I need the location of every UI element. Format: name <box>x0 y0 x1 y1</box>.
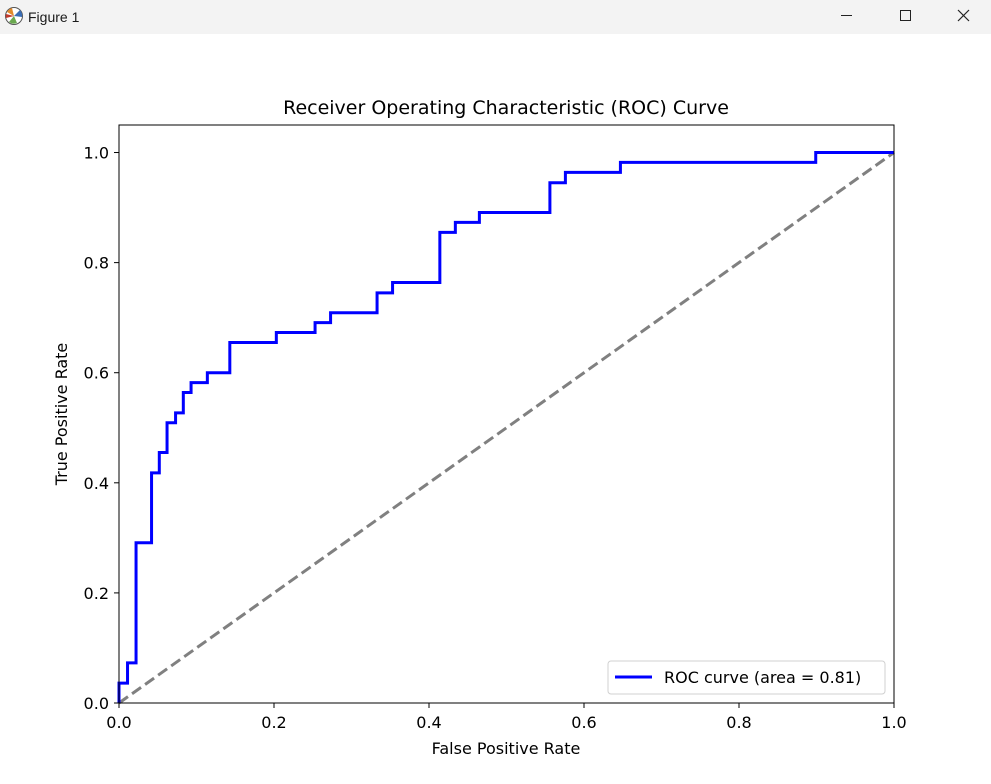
minimize-icon <box>841 15 852 16</box>
title-bar: Figure 1 <box>0 0 991 34</box>
y-axis-label: True Positive Rate <box>52 343 71 487</box>
x-tick-label: 0.6 <box>571 713 596 732</box>
x-tick-label: 0.0 <box>106 713 131 732</box>
ticks-layer: 0.0 0.2 0.4 0.6 0.8 1.0 0.0 0.2 0.4 0.6 0.8 1.0 <box>84 144 907 732</box>
maximize-button[interactable] <box>876 0 934 34</box>
figure-canvas: Receiver Operating Characteristic (ROC) … <box>0 34 991 780</box>
chance-diagonal-line <box>118 151 895 705</box>
legend-label: ROC curve (area = 0.81) <box>664 668 861 687</box>
y-tick-label: 0.0 <box>84 694 109 713</box>
roc-chart: Receiver Operating Characteristic (ROC) … <box>52 97 907 758</box>
y-tick-label: 0.2 <box>84 584 109 603</box>
window-title: Figure 1 <box>28 9 80 25</box>
plot-frame <box>118 124 895 704</box>
x-axis-label: False Positive Rate <box>432 739 581 758</box>
x-tick-label: 0.4 <box>416 713 441 732</box>
y-tick-label: 1.0 <box>84 144 109 163</box>
minimize-button[interactable] <box>818 0 876 34</box>
close-icon <box>957 9 970 22</box>
y-tick-label: 0.8 <box>84 254 109 273</box>
close-button[interactable] <box>934 0 991 34</box>
chart-title: Receiver Operating Characteristic (ROC) … <box>283 97 729 119</box>
series-layer <box>117 151 895 705</box>
x-tick-label: 0.8 <box>726 713 751 732</box>
legend-box <box>607 660 886 695</box>
x-tick-label: 1.0 <box>881 713 906 732</box>
x-tick-label: 0.2 <box>261 713 286 732</box>
legend: ROC curve (area = 0.81) <box>607 660 886 695</box>
y-tick-label: 0.4 <box>84 474 109 493</box>
y-tick-label: 0.6 <box>84 364 109 383</box>
maximize-icon <box>900 10 911 21</box>
roc-curve-line <box>117 151 894 703</box>
matplotlib-icon <box>5 7 23 25</box>
